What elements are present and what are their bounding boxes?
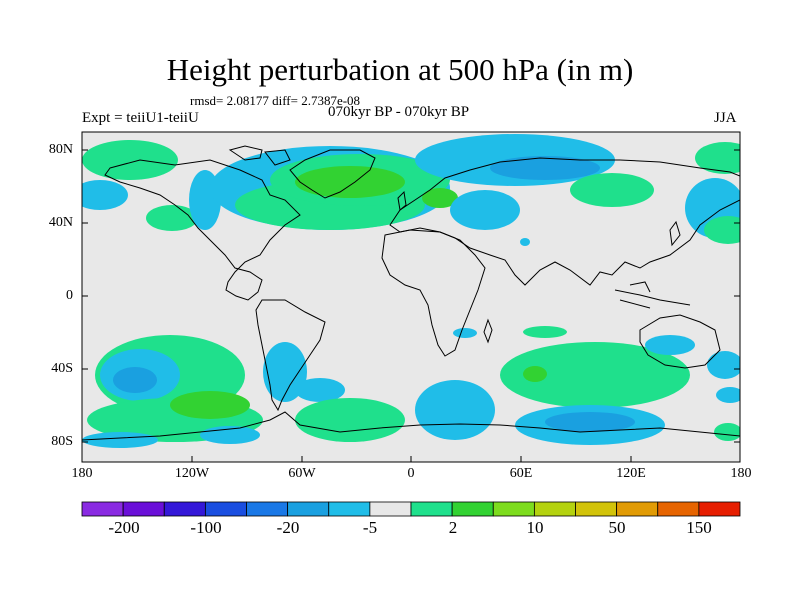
anomaly-patch bbox=[707, 351, 740, 379]
y-tick-label: 0 bbox=[66, 288, 73, 303]
anomaly-patch bbox=[500, 342, 690, 408]
colorbar-swatch bbox=[204, 501, 247, 517]
colorbar-swatch bbox=[246, 501, 289, 517]
anomaly-patch bbox=[450, 190, 520, 230]
coastline-greenland bbox=[289, 149, 376, 199]
colorbar-swatch bbox=[698, 501, 741, 517]
anomaly-patch bbox=[545, 412, 635, 432]
coastline-australia bbox=[639, 314, 721, 369]
colorbar-swatch bbox=[287, 501, 330, 517]
colorbar-swatch bbox=[369, 501, 412, 517]
period-label: 070kyr BP - 070kyr BP bbox=[328, 104, 470, 120]
coastline-british-isles bbox=[397, 190, 407, 211]
colorbar-swatch bbox=[533, 501, 576, 517]
coastline-north-america bbox=[104, 159, 301, 301]
anomaly-patch bbox=[170, 391, 250, 419]
expt-label: Expt = teiiU1-teiiU bbox=[82, 110, 199, 126]
season-label: JJA bbox=[714, 110, 737, 126]
colorbar-label: 150 bbox=[686, 518, 712, 537]
colorbar-swatch bbox=[492, 501, 535, 517]
stats-text: rmsd= 2.08177 diff= 2.7387e-08 bbox=[190, 93, 361, 108]
coastline-japan bbox=[669, 220, 681, 247]
colorbar-label: -200 bbox=[108, 518, 140, 537]
colorbar-swatch bbox=[616, 501, 659, 517]
plot-title: Height perturbation at 500 hPa (in m) bbox=[166, 52, 634, 87]
anomaly-patch bbox=[295, 378, 345, 402]
anomaly-patch bbox=[113, 367, 157, 393]
anomaly-patch bbox=[82, 180, 128, 210]
anomaly-patch bbox=[714, 423, 740, 441]
x-tick-label: 60W bbox=[288, 466, 316, 481]
anomaly-patch bbox=[82, 432, 158, 448]
x-tick-label: 180 bbox=[71, 466, 93, 481]
anomaly-patch bbox=[146, 205, 198, 231]
coastline-eurasia bbox=[389, 157, 740, 286]
coastlines bbox=[82, 145, 740, 441]
anomaly-patch bbox=[295, 166, 405, 198]
colorbar bbox=[81, 501, 741, 517]
anomaly-patch bbox=[453, 328, 477, 338]
colorbar-swatch bbox=[328, 501, 371, 517]
colorbar-swatch bbox=[122, 501, 165, 517]
anomaly-patch bbox=[716, 387, 740, 403]
anomaly-patch bbox=[523, 326, 567, 338]
anomaly-patch bbox=[570, 173, 654, 207]
anomaly-patch bbox=[523, 366, 547, 382]
anomaly-patch bbox=[520, 238, 530, 246]
x-tick-label: 120E bbox=[616, 466, 646, 481]
coastline-africa bbox=[381, 229, 486, 357]
coastline-madagascar bbox=[483, 318, 493, 344]
colorbar-swatch bbox=[657, 501, 700, 517]
colorbar-swatch bbox=[575, 501, 618, 517]
coastline-indonesia bbox=[614, 281, 691, 309]
y-tick-label: 40N bbox=[48, 215, 73, 230]
colorbar-label: -20 bbox=[276, 518, 300, 537]
anomaly-patch bbox=[704, 216, 740, 244]
anomaly-patch bbox=[295, 398, 405, 442]
colorbar-label: 10 bbox=[526, 518, 544, 537]
coastline-south-america bbox=[255, 299, 326, 412]
x-tick-label: 0 bbox=[407, 466, 415, 481]
colorbar-swatch bbox=[410, 501, 453, 517]
tick-marks bbox=[81, 149, 740, 462]
anomaly-patch bbox=[82, 140, 178, 180]
x-tick-label: 120W bbox=[174, 466, 210, 481]
y-tick-label: 80S bbox=[51, 434, 73, 449]
colorbar-label: -100 bbox=[190, 518, 222, 537]
x-tick-label: 60E bbox=[509, 466, 533, 481]
anomaly-patch bbox=[645, 335, 695, 355]
colorbar-swatch bbox=[81, 501, 124, 517]
y-tick-label: 40S bbox=[51, 361, 73, 376]
coastline-antarctica bbox=[82, 411, 740, 441]
colorbar-label: -5 bbox=[362, 518, 378, 537]
x-tick-label: 180 bbox=[730, 466, 752, 481]
coastline-arctic-islands bbox=[228, 145, 291, 166]
colorbar-swatch bbox=[163, 501, 206, 517]
anomaly-fields bbox=[82, 134, 740, 448]
anomaly-patch bbox=[695, 142, 740, 174]
colorbar-label: 2 bbox=[448, 518, 458, 537]
anomaly-patch bbox=[415, 380, 495, 440]
anomaly-patch bbox=[422, 188, 458, 208]
y-tick-label: 80N bbox=[48, 142, 73, 157]
anomaly-patch bbox=[490, 156, 600, 180]
colorbar-swatch bbox=[451, 501, 494, 517]
colorbar-label: 50 bbox=[608, 518, 626, 537]
